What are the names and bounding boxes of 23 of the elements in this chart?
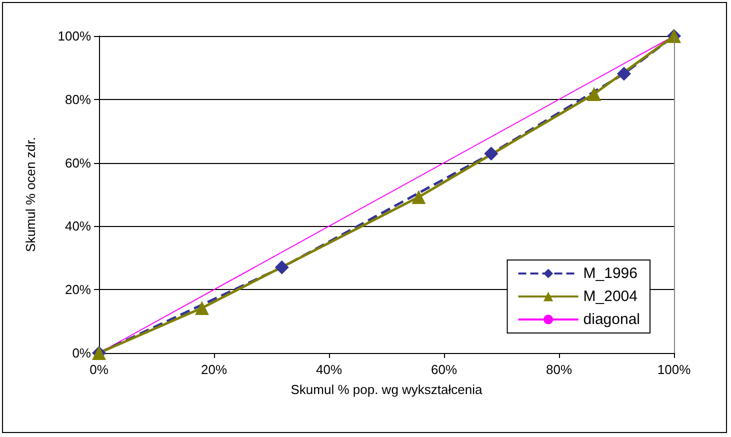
- x-tick-label: 80%: [546, 362, 572, 377]
- x-tick-label: 40%: [316, 362, 342, 377]
- y-axis-title: Skumul % ocen zdr.: [23, 137, 38, 252]
- x-axis-title: Skumul % pop. wg wykształcenia: [290, 382, 483, 397]
- point: [616, 66, 631, 81]
- x-tick-label: 0%: [90, 362, 109, 377]
- y-tick-label: 100%: [58, 28, 92, 44]
- legend-label: M_2004: [583, 288, 638, 305]
- x-tick-label: 100%: [657, 362, 692, 377]
- y-tick-label: 80%: [64, 92, 92, 107]
- y-tick-label: 40%: [64, 218, 92, 234]
- point: [484, 146, 498, 161]
- x-tick-label: 20%: [200, 362, 228, 377]
- point: [587, 87, 602, 102]
- x-tick-label: 60%: [430, 362, 458, 377]
- y-tick-label: 20%: [64, 282, 92, 298]
- point: [194, 300, 209, 315]
- point: [274, 260, 289, 274]
- legend-label: M_1996: [583, 265, 638, 282]
- legend-label: diagonal: [583, 311, 640, 328]
- y-tick-label: 60%: [64, 155, 92, 170]
- point: [412, 190, 426, 204]
- y-tick-label: 0%: [72, 346, 92, 360]
